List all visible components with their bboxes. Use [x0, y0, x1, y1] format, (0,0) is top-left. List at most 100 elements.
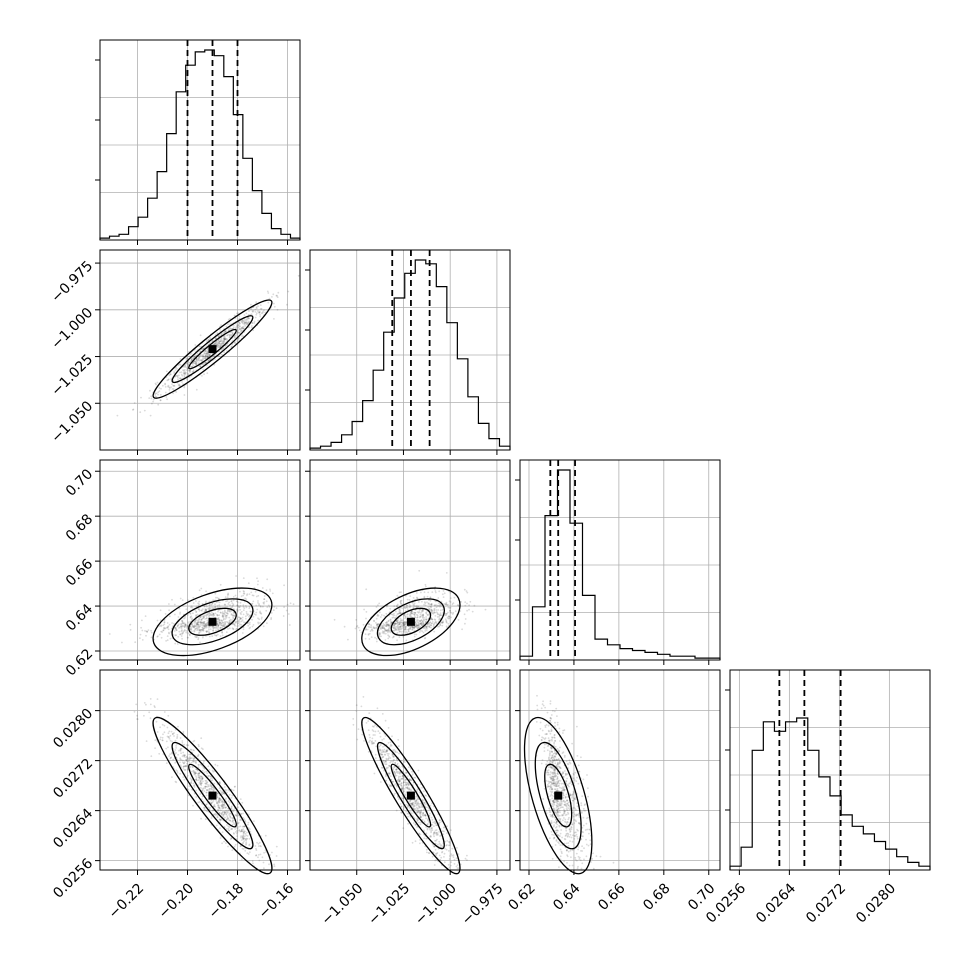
sample-point	[372, 742, 374, 745]
sample-point	[446, 604, 448, 606]
sample-point	[401, 607, 404, 610]
sample-point	[404, 783, 407, 786]
sample-point	[424, 814, 426, 817]
sample-point	[400, 625, 402, 627]
sample-point	[426, 624, 429, 626]
sample-point	[430, 609, 432, 611]
sample-point	[216, 332, 219, 334]
sample-point	[408, 806, 411, 809]
sample-point	[255, 595, 258, 598]
sample-point	[553, 780, 555, 783]
sample-point	[554, 759, 557, 762]
sample-point	[252, 862, 254, 865]
sample-point	[230, 807, 233, 810]
sample-point	[192, 769, 195, 772]
sample-point	[384, 760, 387, 762]
sample-point	[230, 817, 233, 819]
sample-point	[221, 793, 224, 796]
sample-point	[406, 632, 409, 634]
sample-point	[400, 612, 402, 615]
sample-point	[388, 765, 391, 767]
sample-point	[387, 623, 390, 626]
sample-point	[397, 627, 400, 630]
sample-point	[377, 614, 380, 617]
sample-point	[449, 842, 451, 845]
sample-point	[403, 778, 406, 781]
sample-point	[199, 621, 202, 624]
sample-point	[253, 613, 256, 615]
sample-point	[439, 614, 442, 616]
sample-point	[395, 622, 398, 625]
sample-point	[193, 771, 196, 773]
sample-point	[197, 743, 200, 746]
sample-point	[221, 340, 224, 343]
sample-point	[455, 865, 458, 868]
sample-point	[227, 592, 230, 595]
sample-point	[208, 632, 211, 634]
sample-point	[429, 804, 432, 807]
sample-point	[218, 781, 221, 784]
sample-point	[154, 395, 157, 398]
sample-point	[232, 622, 235, 625]
sample-point	[204, 362, 207, 364]
sample-point	[210, 357, 213, 360]
sample-point	[408, 788, 411, 790]
sample-point	[434, 852, 437, 855]
sample-point	[403, 623, 405, 626]
sample-point	[236, 610, 239, 612]
sample-point	[217, 624, 220, 627]
sample-point	[396, 631, 399, 634]
sample-point	[400, 811, 403, 814]
sample-point	[250, 308, 253, 310]
sample-point	[179, 626, 181, 629]
sample-point	[444, 618, 447, 621]
sample-point	[192, 757, 195, 760]
sample-point	[224, 806, 227, 809]
sample-point	[443, 826, 446, 828]
sample-point	[411, 601, 414, 604]
sample-point	[435, 622, 438, 625]
sample-point	[378, 633, 381, 636]
sample-point	[435, 606, 438, 609]
sample-point	[223, 342, 225, 344]
sample-point	[184, 365, 187, 367]
sample-point	[182, 371, 185, 374]
sample-point	[456, 847, 458, 849]
sample-point	[251, 322, 254, 325]
sample-point	[201, 636, 204, 639]
sample-point	[223, 810, 226, 813]
sample-point	[352, 718, 355, 720]
sample-point	[257, 310, 259, 313]
sample-point	[415, 623, 418, 626]
panel-frame	[309, 459, 511, 661]
sample-point	[403, 606, 406, 609]
sample-point	[175, 634, 178, 637]
sample-point	[444, 612, 447, 615]
sample-point	[432, 611, 435, 614]
sample-point	[231, 627, 234, 630]
sample-point	[436, 613, 439, 616]
sample-point	[195, 761, 198, 763]
sample-point	[376, 625, 379, 628]
sample-point	[204, 356, 206, 359]
sample-point	[211, 635, 214, 638]
sample-point	[187, 363, 190, 366]
sample-point	[217, 792, 219, 795]
sample-point	[236, 604, 239, 607]
sample-point	[452, 856, 455, 859]
sample-point	[285, 609, 288, 612]
sample-point	[241, 327, 244, 330]
sample-point	[183, 762, 186, 765]
sample-point	[162, 384, 164, 387]
sample-point	[259, 610, 261, 613]
sample-point	[456, 604, 459, 606]
sample-point	[265, 589, 268, 592]
sample-point	[182, 765, 185, 768]
sample-point	[222, 803, 225, 806]
sample-point	[469, 600, 472, 603]
sample-point	[394, 751, 397, 754]
sample-point	[164, 391, 167, 394]
sample-point	[252, 615, 255, 618]
sample-point	[214, 341, 217, 344]
sample-point	[227, 807, 230, 810]
